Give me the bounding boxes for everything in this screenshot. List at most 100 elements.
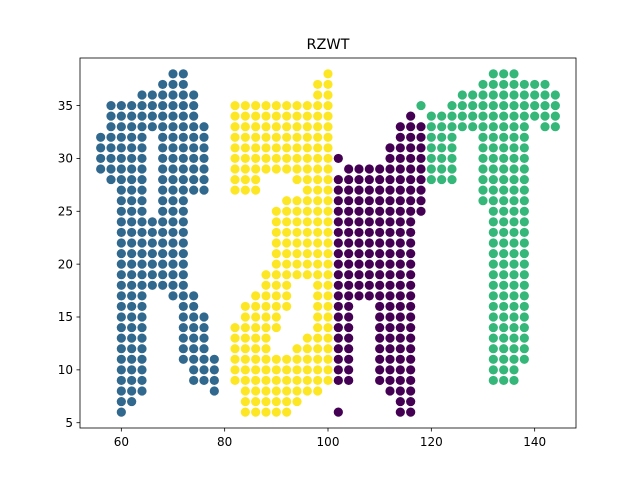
data-point bbox=[478, 122, 488, 132]
data-point bbox=[271, 100, 281, 111]
data-point bbox=[406, 354, 416, 364]
data-point bbox=[499, 90, 509, 100]
data-point bbox=[519, 206, 529, 216]
data-point bbox=[116, 354, 126, 364]
data-point bbox=[230, 185, 240, 195]
data-point bbox=[395, 143, 405, 153]
data-point bbox=[406, 291, 416, 301]
data-point bbox=[137, 333, 147, 343]
data-point bbox=[488, 206, 498, 216]
data-point bbox=[199, 344, 209, 354]
data-point bbox=[406, 153, 416, 164]
data-point bbox=[313, 386, 323, 396]
data-point bbox=[478, 185, 488, 195]
data-point bbox=[395, 291, 405, 301]
data-point bbox=[282, 386, 292, 396]
data-point bbox=[96, 132, 106, 142]
data-point bbox=[313, 280, 323, 290]
data-point bbox=[127, 333, 137, 343]
data-point bbox=[395, 153, 405, 164]
series-3 bbox=[416, 69, 560, 386]
data-point bbox=[499, 322, 509, 333]
data-point bbox=[137, 174, 147, 185]
data-point bbox=[292, 238, 302, 248]
data-point bbox=[189, 185, 199, 195]
data-point bbox=[127, 396, 137, 407]
data-point bbox=[509, 270, 519, 280]
data-point bbox=[106, 122, 116, 132]
data-point bbox=[395, 217, 405, 227]
data-point bbox=[323, 206, 333, 216]
data-point bbox=[509, 259, 519, 269]
data-point bbox=[127, 301, 137, 312]
data-point bbox=[488, 333, 498, 343]
data-point bbox=[406, 143, 416, 153]
data-point bbox=[282, 196, 292, 206]
data-point bbox=[116, 164, 126, 174]
data-point bbox=[550, 100, 560, 111]
data-point bbox=[509, 312, 519, 322]
data-point bbox=[282, 164, 292, 174]
data-point bbox=[168, 259, 178, 269]
data-point bbox=[354, 164, 364, 174]
data-point bbox=[354, 259, 364, 269]
data-point bbox=[323, 132, 333, 142]
data-point bbox=[158, 185, 168, 195]
data-point bbox=[426, 153, 436, 164]
data-point bbox=[323, 344, 333, 354]
data-point bbox=[302, 196, 312, 206]
data-point bbox=[251, 185, 261, 195]
data-point bbox=[416, 174, 426, 185]
data-point bbox=[271, 375, 281, 386]
data-point bbox=[127, 365, 137, 375]
data-point bbox=[385, 206, 395, 216]
data-point bbox=[178, 132, 188, 142]
data-point bbox=[354, 185, 364, 195]
data-point bbox=[189, 153, 199, 164]
data-point bbox=[509, 69, 519, 79]
data-point bbox=[375, 322, 385, 333]
data-point bbox=[240, 111, 250, 121]
data-point bbox=[178, 291, 188, 301]
data-point bbox=[499, 217, 509, 227]
data-point bbox=[178, 185, 188, 195]
data-point bbox=[406, 365, 416, 375]
data-point bbox=[116, 143, 126, 153]
data-point bbox=[499, 196, 509, 206]
data-point bbox=[364, 164, 374, 174]
data-point bbox=[530, 90, 540, 100]
data-point bbox=[509, 174, 519, 185]
points-layer bbox=[96, 69, 560, 417]
data-point bbox=[499, 291, 509, 301]
data-point bbox=[344, 270, 354, 280]
data-point bbox=[488, 111, 498, 121]
data-point bbox=[333, 333, 343, 343]
data-point bbox=[199, 365, 209, 375]
data-point bbox=[158, 217, 168, 227]
data-point bbox=[313, 164, 323, 174]
data-point bbox=[406, 301, 416, 312]
data-point bbox=[509, 238, 519, 248]
data-point bbox=[344, 206, 354, 216]
data-point bbox=[251, 174, 261, 185]
series-1 bbox=[230, 69, 333, 417]
data-point bbox=[158, 153, 168, 164]
data-point bbox=[364, 217, 374, 227]
data-point bbox=[323, 143, 333, 153]
data-point bbox=[468, 122, 478, 132]
data-point bbox=[116, 291, 126, 301]
data-point bbox=[271, 354, 281, 364]
data-point bbox=[230, 132, 240, 142]
data-point bbox=[240, 143, 250, 153]
data-point bbox=[302, 333, 312, 343]
data-point bbox=[488, 122, 498, 132]
data-point bbox=[189, 301, 199, 312]
data-point bbox=[499, 248, 509, 259]
data-point bbox=[519, 270, 529, 280]
data-point bbox=[519, 301, 529, 312]
data-point bbox=[406, 196, 416, 206]
data-point bbox=[302, 111, 312, 121]
data-point bbox=[478, 111, 488, 121]
data-point bbox=[271, 153, 281, 164]
data-point bbox=[406, 217, 416, 227]
